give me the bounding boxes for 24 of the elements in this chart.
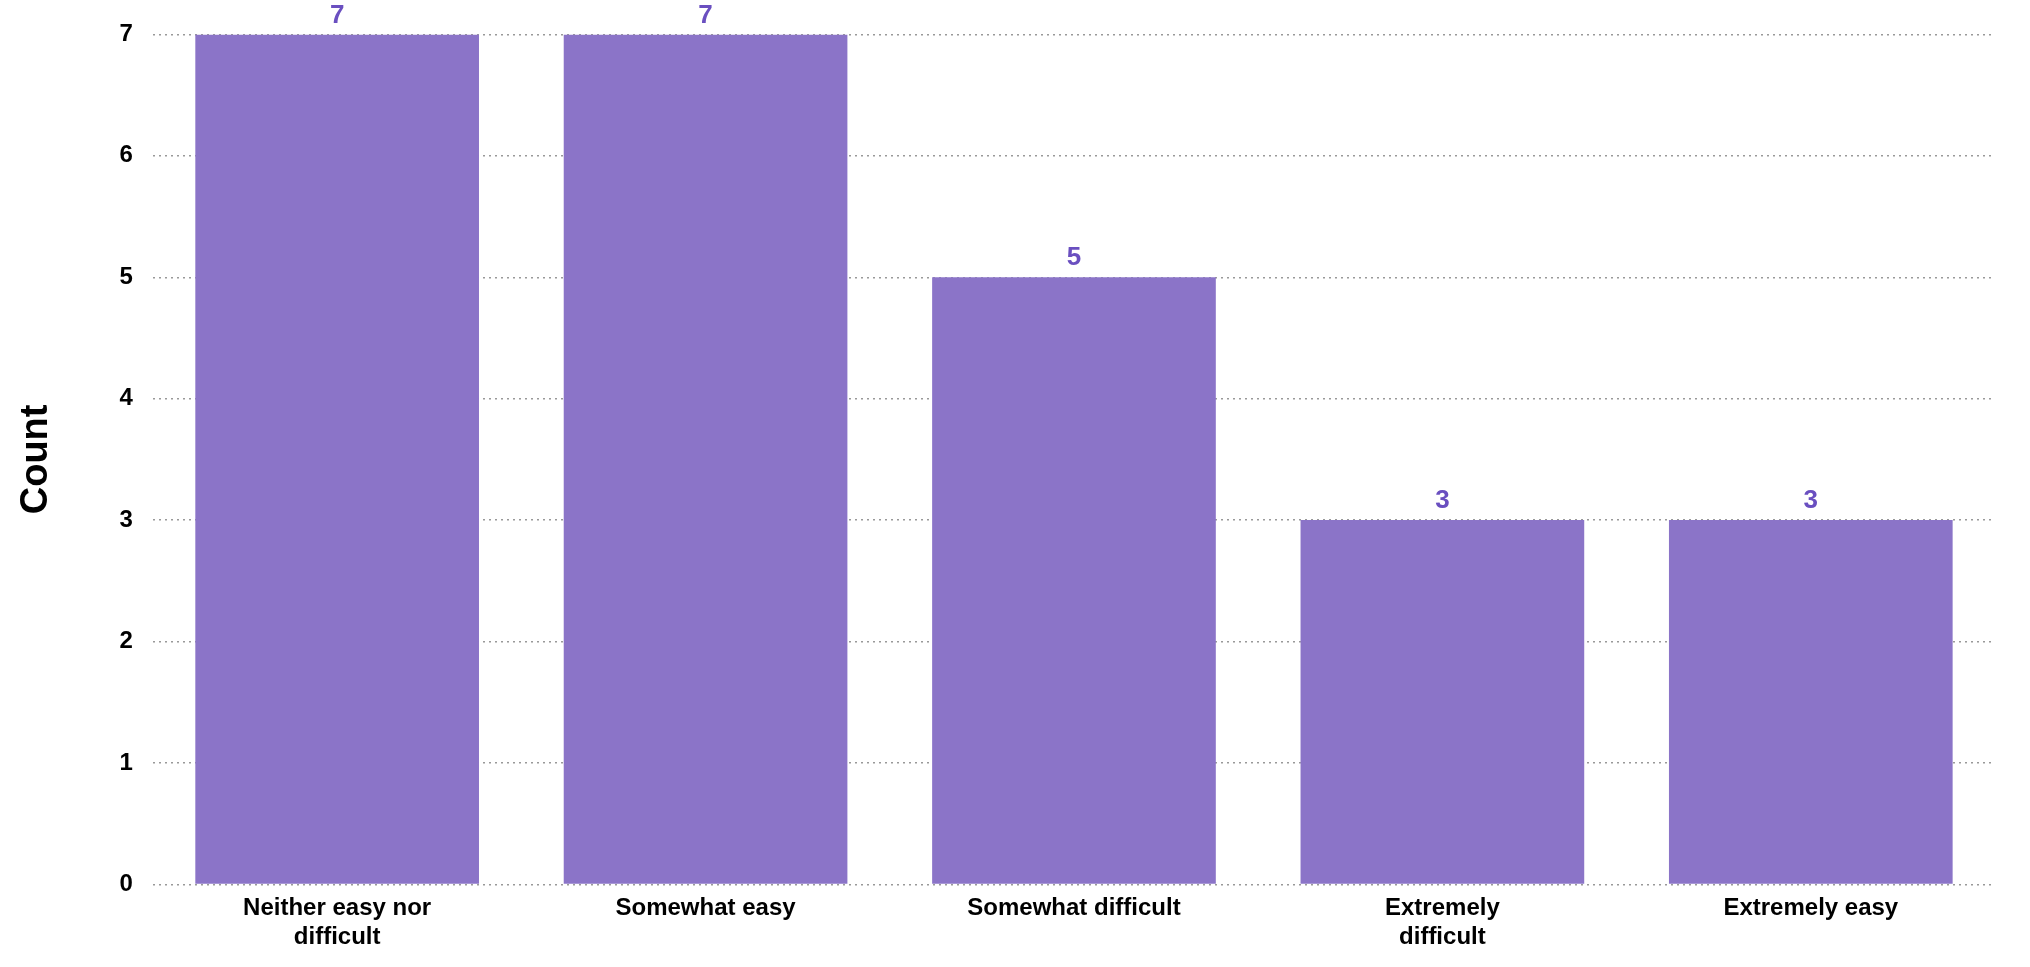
x-tick-label: Neither easy nor difficult: [243, 893, 432, 950]
x-tick-label: Somewhat difficult: [967, 893, 1181, 921]
bar: [1668, 520, 1953, 884]
y-tick-label: 6: [119, 140, 133, 168]
data-label: 7: [329, 0, 345, 29]
bar: [932, 277, 1216, 884]
bar: [1300, 520, 1585, 884]
data-label: 5: [1066, 241, 1082, 272]
data-label: 7: [698, 0, 713, 29]
y-tick-label: 1: [119, 747, 133, 775]
data-label: 3: [1435, 484, 1450, 515]
y-tick-label: 2: [119, 626, 133, 654]
data-label: 3: [1803, 484, 1819, 515]
bar: [563, 34, 848, 884]
x-tick-label: Somewhat easy: [615, 893, 797, 921]
y-axis-title: Count: [13, 404, 56, 515]
y-tick-label: 5: [119, 261, 133, 289]
x-tick-label: Extremely difficult: [1385, 893, 1501, 950]
y-tick-label: 7: [119, 19, 133, 47]
x-tick-label: Extremely easy: [1723, 893, 1899, 921]
y-tick-label: 0: [119, 869, 133, 897]
y-tick-label: 4: [119, 383, 134, 411]
y-tick-label: 3: [119, 504, 133, 532]
bar: [195, 34, 479, 884]
